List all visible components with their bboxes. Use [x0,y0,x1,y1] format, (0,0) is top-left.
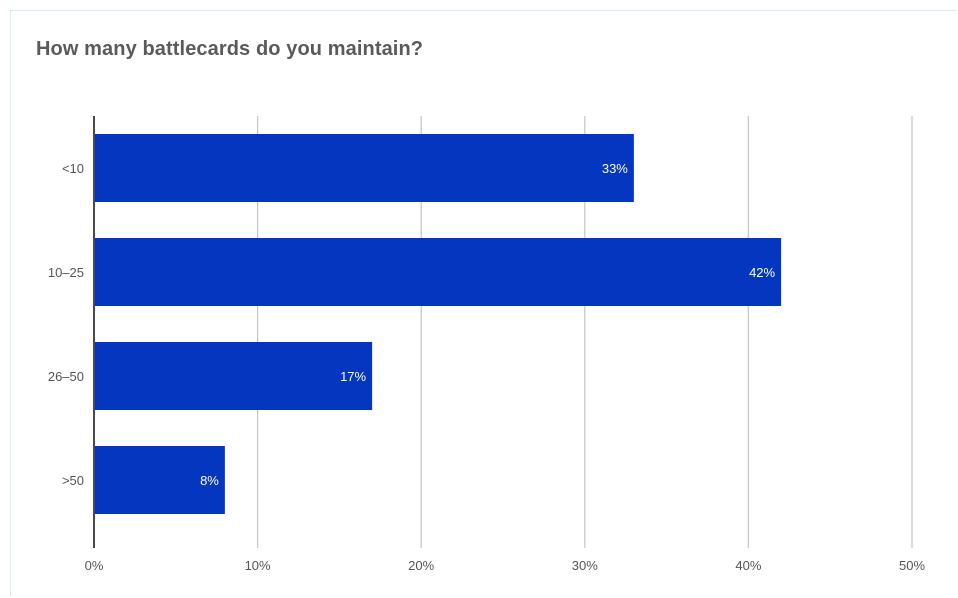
category-labels: <10 10–25 26–50 >50 [48,161,84,488]
chart-title: How many battlecards do you maintain? [36,38,424,60]
bars: 33% 42% 17% 8% [94,134,782,514]
bar [94,238,782,306]
bar [94,342,373,410]
x-tick-label: 0% [85,558,104,573]
bar-value-label: 33% [602,161,628,176]
bar [94,134,634,202]
x-tick-label: 50% [899,558,925,573]
x-tick-label: 30% [572,558,598,573]
x-tick-labels: 0% 10% 20% 30% 40% 50% [85,558,926,573]
bar-value-label: 8% [200,473,219,488]
x-tick-label: 10% [245,558,271,573]
x-tick-label: 40% [735,558,761,573]
category-label: <10 [62,161,84,176]
category-label: 26–50 [48,369,84,384]
x-tick-label: 20% [408,558,434,573]
bar-value-label: 42% [749,265,775,280]
bar [94,446,225,514]
category-label: >50 [62,473,84,488]
bar-value-label: 17% [340,369,366,384]
category-label: 10–25 [48,265,84,280]
